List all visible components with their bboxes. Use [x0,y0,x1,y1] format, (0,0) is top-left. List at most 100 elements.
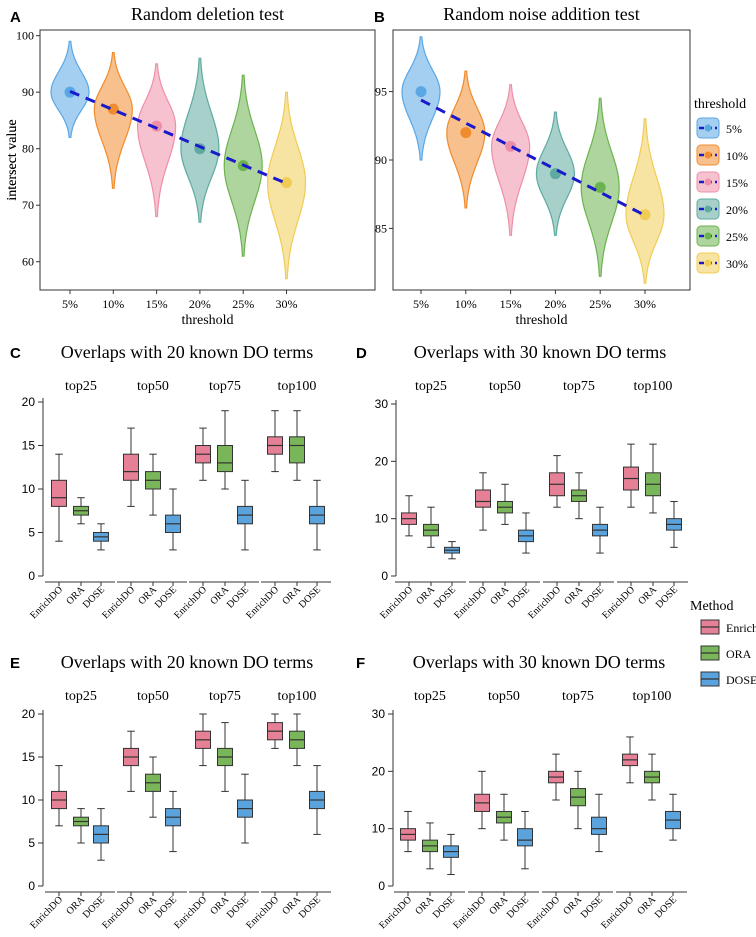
x-tick-label-E-top100-EnrichDO: EnrichDO [244,894,281,931]
x-tick-label-D-top75-DOSE: DOSE [580,584,606,610]
group-label-E-top50: top50 [137,689,169,704]
y-tick-label-D: 20 [375,454,389,468]
group-label-E-top100: top100 [278,689,317,704]
y-tick-label-E: 15 [22,750,36,764]
x-tick-label-D-top25-EnrichDO: EnrichDO [378,584,415,621]
legend-title-method: Method [690,599,734,614]
y-tick-label-A: 70 [22,198,34,212]
x-tick-label-C-top25-DOSE: DOSE [81,584,107,610]
y-tick-label-C: 20 [22,395,36,409]
group-label-D-top50: top50 [489,379,521,394]
violin-B-5% [401,36,441,161]
x-tick-label-C-top100-DOSE: DOSE [297,584,323,610]
legend-label-ORA: ORA [726,647,752,661]
x-tick-label-D-top25-DOSE: DOSE [432,584,458,610]
legend-label-15%: 15% [726,176,748,190]
x-tick-label-F-top25-EnrichDO: EnrichDO [377,894,414,931]
chart-title-E: Overlaps with 20 known DO terms [61,652,313,672]
median-point-B-30% [639,209,651,221]
median-point-B-15% [505,140,517,152]
group-label-F-top50: top50 [488,689,520,704]
group-label-D-top25: top25 [415,379,447,394]
x-tick-label-F-top100-EnrichDO: EnrichDO [599,894,636,931]
x-tick-label-A-30%: 30% [276,297,298,311]
violin-A-20% [180,57,220,223]
group-label-F-top25: top25 [414,689,446,704]
y-tick-label-A: 60 [22,255,34,269]
y-tick-label-C: 5 [28,526,35,540]
y-tick-label-E: 20 [22,707,36,721]
y-tick-label-C: 15 [22,439,36,453]
violin-B-15% [491,84,531,236]
x-tick-label-F-top100-DOSE: DOSE [653,894,679,920]
box-C-top75-ORA [217,445,233,473]
panel-label-D: D [356,345,367,362]
legend-label-20%: 20% [726,203,748,217]
violin-A-15% [136,63,177,218]
legend-point-5% [704,124,712,132]
box-F-top50-DOSE [517,828,533,847]
legend-point-20% [704,205,712,213]
y-tick-label-E: 0 [28,879,35,893]
panel-label-F: F [356,655,365,672]
x-tick-label-E-top25-EnrichDO: EnrichDO [28,894,65,931]
x-tick-label-C-top75-EnrichDO: EnrichDO [172,584,209,621]
x-tick-label-E-top50-DOSE: DOSE [153,894,179,920]
y-axis-label-B: intersect value [5,119,20,200]
x-tick-label-E-top100-DOSE: DOSE [297,894,323,920]
x-axis-label-B: threshold [515,313,567,328]
x-tick-label-A-20%: 20% [189,297,211,311]
x-tick-label-D-top100-DOSE: DOSE [654,584,680,610]
legend-point-15% [704,178,712,186]
x-tick-label-B-15%: 15% [500,297,522,311]
x-axis-label-A: threshold [181,313,233,328]
x-tick-label-D-top100-EnrichDO: EnrichDO [600,584,637,621]
y-tick-label-C: 10 [22,482,36,496]
y-tick-label-B: 95 [375,85,387,99]
x-tick-label-B-25%: 25% [589,297,611,311]
x-tick-label-F-top75-DOSE: DOSE [579,894,605,920]
group-label-C-top25: top25 [65,379,97,394]
legend-label-DOSE: DOSE [726,673,756,687]
x-tick-label-A-25%: 25% [232,297,254,311]
x-tick-label-A-5%: 5% [62,297,78,311]
violin-A-10% [93,51,133,189]
group-label-E-top75: top75 [209,689,241,704]
x-tick-label-D-top75-EnrichDO: EnrichDO [526,584,563,621]
x-tick-label-E-top25-DOSE: DOSE [81,894,107,920]
panel-label-E: E [10,655,20,672]
group-label-C-top50: top50 [137,379,169,394]
group-label-D-top75: top75 [563,379,595,394]
violin-B-10% [446,70,486,209]
y-tick-label-D: 30 [375,397,389,411]
x-tick-label-C-top75-DOSE: DOSE [225,584,251,610]
y-tick-label-D: 10 [375,512,389,526]
x-tick-label-D-top50-DOSE: DOSE [506,584,532,610]
x-tick-label-F-top25-DOSE: DOSE [431,894,457,920]
group-label-E-top25: top25 [65,689,97,704]
y-tick-label-F: 0 [378,879,385,893]
legend-point-25% [704,232,712,240]
y-tick-label-E: 5 [28,836,35,850]
x-tick-label-D-top50-EnrichDO: EnrichDO [452,584,489,621]
x-tick-label-C-top100-EnrichDO: EnrichDO [244,584,281,621]
legend-label-EnrichDO: EnrichDO [726,621,756,635]
y-tick-label-C: 0 [28,569,35,583]
x-tick-label-B-30%: 30% [634,297,656,311]
x-tick-label-F-top50-DOSE: DOSE [505,894,531,920]
y-tick-label-F: 20 [372,764,386,778]
y-tick-label-A: 100 [16,29,34,43]
x-tick-label-C-top50-EnrichDO: EnrichDO [100,584,137,621]
x-tick-label-F-top50-EnrichDO: EnrichDO [451,894,488,931]
group-label-F-top100: top100 [633,689,672,704]
box-F-top75-DOSE [591,816,607,835]
x-tick-label-B-10%: 10% [455,297,477,311]
group-label-D-top100: top100 [634,379,673,394]
chart-title-F: Overlaps with 30 known DO terms [413,652,665,672]
median-point-B-10% [460,127,472,139]
group-label-F-top75: top75 [562,689,594,704]
chart-title-D: Overlaps with 30 known DO terms [414,342,666,362]
x-tick-label-B-20%: 20% [544,297,566,311]
panel-label-C: C [10,345,21,362]
